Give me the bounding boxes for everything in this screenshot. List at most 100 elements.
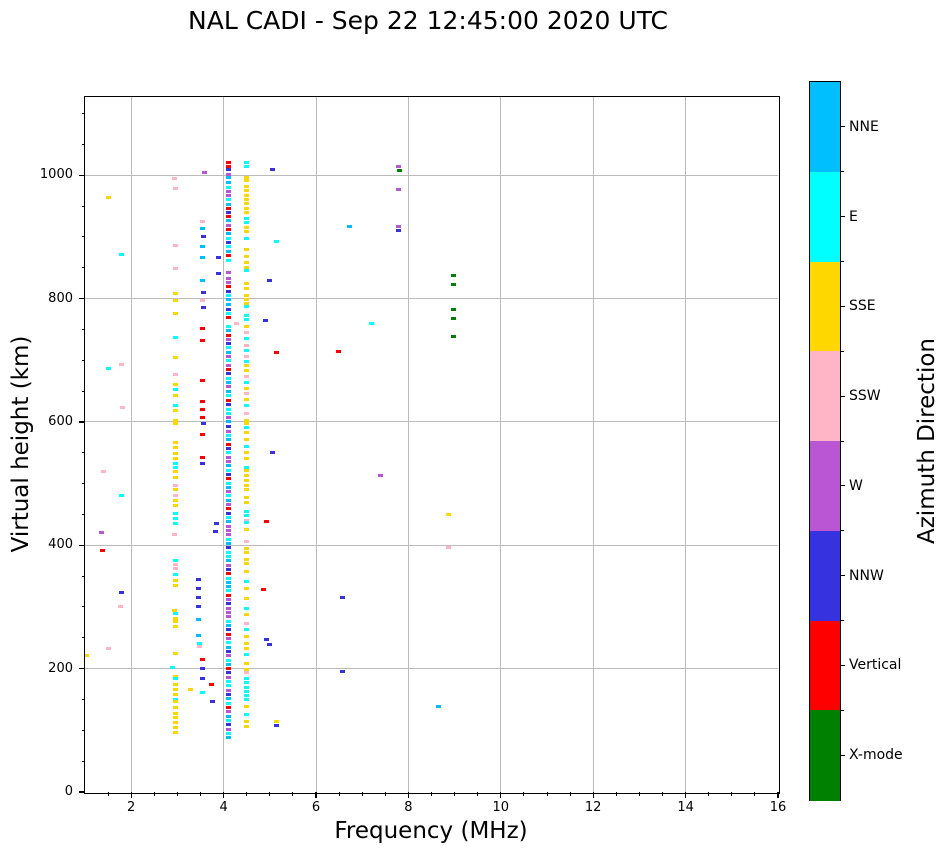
data-point <box>172 499 178 503</box>
data-point <box>225 442 231 446</box>
data-point <box>225 606 231 610</box>
data-point <box>172 652 178 656</box>
y-minor-tick <box>81 513 85 515</box>
data-point <box>225 215 231 219</box>
data-point <box>225 160 231 164</box>
data-point <box>225 411 231 415</box>
data-point <box>225 649 231 653</box>
y-minor-tick <box>81 483 85 485</box>
data-point <box>274 720 280 724</box>
x-tick-label: 4 <box>219 800 228 815</box>
x-tick <box>592 792 594 798</box>
data-point <box>118 362 124 366</box>
data-point <box>200 433 206 437</box>
data-point <box>210 700 215 704</box>
data-point <box>244 430 250 434</box>
data-point <box>244 694 250 698</box>
data-point <box>244 282 250 286</box>
data-point <box>244 465 250 469</box>
data-point <box>244 337 250 341</box>
data-point <box>446 545 452 549</box>
y-minor-tick <box>81 452 85 454</box>
data-point <box>225 207 231 211</box>
data-point <box>225 270 231 274</box>
data-point <box>172 677 178 681</box>
data-point <box>225 381 231 385</box>
data-point <box>244 305 250 309</box>
data-point <box>225 276 231 280</box>
data-point <box>225 580 231 584</box>
data-point <box>225 485 231 489</box>
gridline-x <box>315 97 317 792</box>
data-point <box>209 683 215 687</box>
data-point <box>225 697 231 701</box>
colorbar-boundary-tick <box>840 261 844 262</box>
data-point <box>225 324 231 328</box>
data-point <box>225 429 231 433</box>
data-point <box>172 700 178 704</box>
data-point <box>244 261 250 265</box>
data-point <box>225 253 231 257</box>
data-point <box>200 461 206 465</box>
data-point <box>244 444 250 448</box>
data-point <box>225 194 231 198</box>
data-point <box>264 638 270 642</box>
data-point <box>244 540 250 544</box>
colorbar-axis-label: Azimuth Direction <box>914 338 940 544</box>
data-point <box>119 405 125 409</box>
data-point <box>244 438 250 442</box>
gridline-x <box>777 97 778 792</box>
data-point <box>225 524 231 528</box>
data-point <box>435 705 441 709</box>
x-minor-tick <box>662 792 663 796</box>
data-point <box>225 667 231 671</box>
data-point <box>225 249 231 253</box>
data-point <box>225 434 231 438</box>
data-point <box>395 225 401 228</box>
colorbar-segment-NNE <box>810 82 840 173</box>
data-point <box>225 425 231 429</box>
data-point <box>172 292 178 296</box>
data-point <box>172 697 178 701</box>
data-point <box>244 386 250 390</box>
colorbar-boundary-tick <box>840 620 844 621</box>
data-point <box>244 668 250 672</box>
data-point <box>172 683 178 687</box>
data-point <box>244 375 250 379</box>
data-point <box>225 727 231 731</box>
x-tick-label: 16 <box>769 800 787 815</box>
data-point <box>244 360 250 364</box>
data-point <box>172 706 178 709</box>
data-point <box>197 644 203 648</box>
data-point <box>261 588 267 592</box>
plot-area <box>85 97 778 792</box>
data-point <box>378 473 384 477</box>
data-point <box>225 407 231 411</box>
data-point <box>117 604 123 608</box>
data-point <box>225 223 231 227</box>
data-point <box>244 254 250 258</box>
y-minor-tick <box>81 205 85 207</box>
colorbar-segment-SSW <box>810 351 840 442</box>
data-point <box>225 189 231 193</box>
data-point <box>225 567 231 571</box>
data-point <box>395 164 401 168</box>
data-point <box>172 693 178 697</box>
x-minor-tick <box>615 792 617 796</box>
data-point <box>244 652 250 656</box>
data-point <box>225 389 231 393</box>
data-point <box>172 712 178 716</box>
data-point <box>225 329 231 333</box>
y-minor-tick <box>81 575 85 577</box>
data-point <box>225 710 231 714</box>
data-point <box>225 447 231 450</box>
data-point <box>225 503 231 507</box>
colorbar-segment-SSE <box>810 261 840 352</box>
data-point <box>225 477 231 481</box>
data-point <box>244 392 250 396</box>
data-point <box>244 521 250 524</box>
data-point <box>225 303 231 307</box>
data-point <box>225 636 231 640</box>
data-point <box>244 294 250 298</box>
